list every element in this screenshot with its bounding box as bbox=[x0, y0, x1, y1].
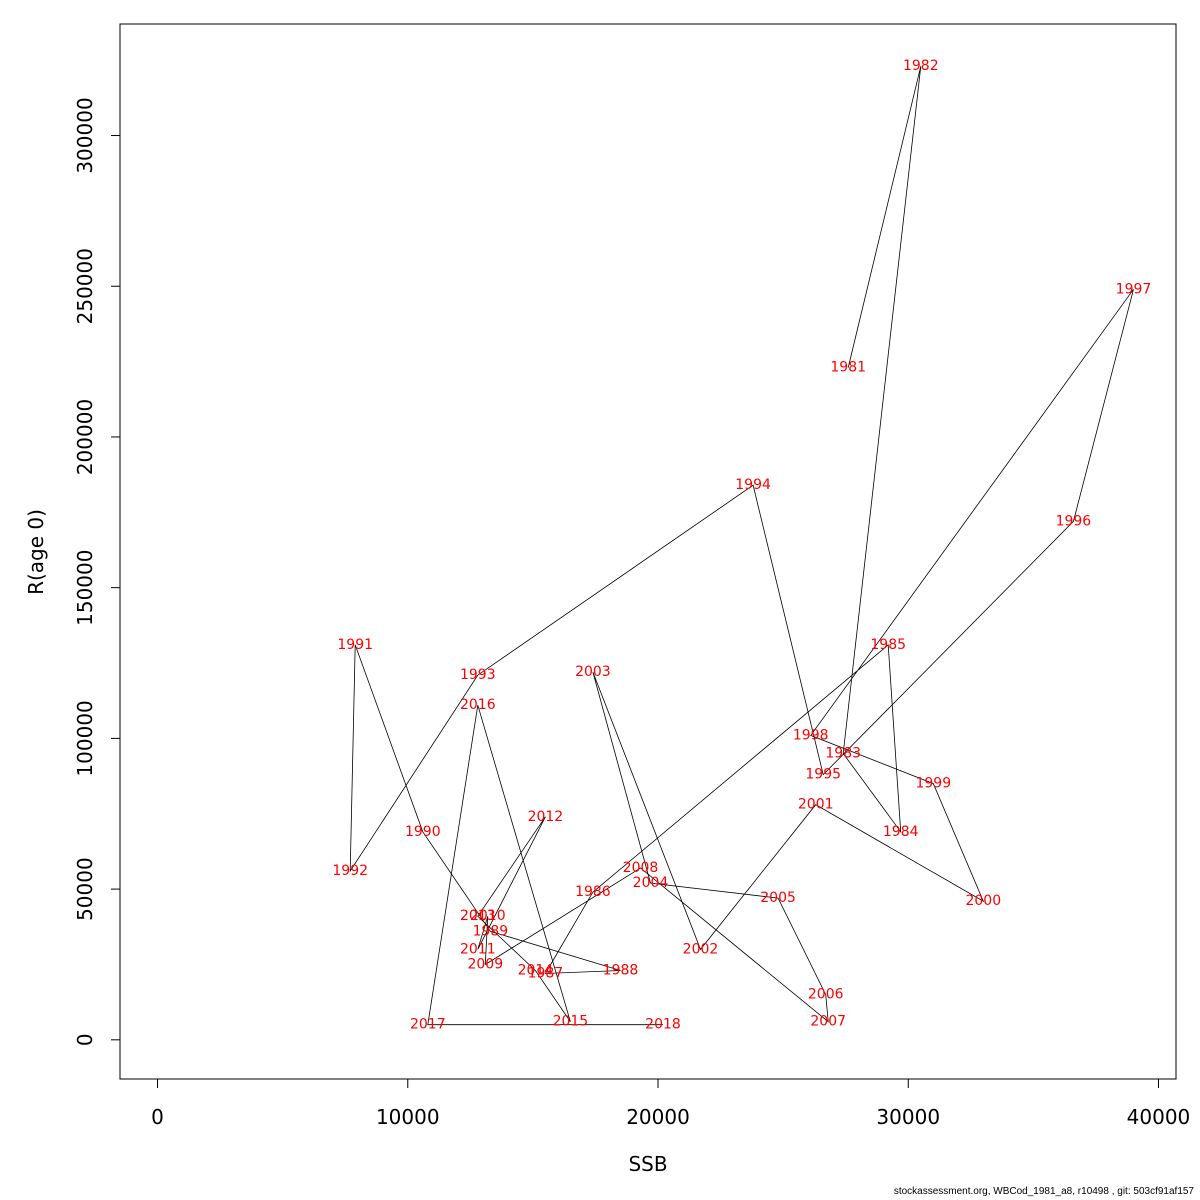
year-label-2015: 2015 bbox=[553, 1014, 589, 1030]
y-axis: 0 50000 100000 150000 200000 250000 300000 bbox=[73, 97, 121, 1046]
year-label-2009: 2009 bbox=[467, 957, 503, 973]
y-tick-label: 50000 bbox=[73, 857, 97, 921]
year-label-1993: 1993 bbox=[460, 667, 496, 683]
year-label-1996: 1996 bbox=[1056, 513, 1092, 529]
x-tick-label: 30000 bbox=[876, 1105, 940, 1129]
year-label-2003: 2003 bbox=[575, 664, 611, 680]
year-label-2016: 2016 bbox=[460, 697, 496, 713]
year-label-2000: 2000 bbox=[965, 893, 1001, 909]
year-label-2007: 2007 bbox=[810, 1014, 846, 1030]
y-tick-label: 300000 bbox=[73, 97, 97, 173]
year-label-1997: 1997 bbox=[1116, 281, 1152, 297]
year-label-1988: 1988 bbox=[603, 963, 639, 979]
year-label-1985: 1985 bbox=[870, 637, 906, 653]
year-label-2017: 2017 bbox=[410, 1017, 446, 1033]
x-axis-label: SSB bbox=[628, 1152, 667, 1176]
year-label-2005: 2005 bbox=[760, 890, 796, 906]
year-label-1982: 1982 bbox=[903, 58, 939, 74]
series-layer bbox=[349, 66, 1134, 1026]
year-label-2013: 2013 bbox=[460, 908, 496, 924]
year-label-1991: 1991 bbox=[337, 637, 373, 653]
year-label-2012: 2012 bbox=[528, 809, 564, 825]
year-label-2018: 2018 bbox=[645, 1017, 681, 1033]
year-label-1992: 1992 bbox=[332, 863, 368, 879]
year-label-2010: 2010 bbox=[470, 908, 506, 924]
year-labels-layer: 1981 1982 1983 1984 1985 1986 1987 1988 1989 1990… bbox=[332, 58, 1151, 1032]
x-tick-label: 40000 bbox=[1127, 1105, 1191, 1129]
y-axis-label: R(age 0) bbox=[24, 509, 48, 595]
y-tick-label: 100000 bbox=[73, 700, 97, 776]
year-label-1995: 1995 bbox=[805, 767, 841, 783]
x-tick-label: 0 bbox=[151, 1105, 164, 1129]
y-tick-label: 200000 bbox=[73, 399, 97, 475]
year-label-1986: 1986 bbox=[575, 884, 611, 900]
year-label-2001: 2001 bbox=[798, 797, 834, 813]
stock-recruitment-trajectory bbox=[349, 66, 1134, 1026]
x-axis: 0 10000 20000 30000 40000 bbox=[151, 1078, 1191, 1129]
year-label-2011: 2011 bbox=[460, 941, 496, 957]
year-label-2008: 2008 bbox=[623, 860, 659, 876]
year-label-1983: 1983 bbox=[825, 746, 861, 762]
year-label-2014: 2014 bbox=[518, 963, 554, 979]
year-label-2006: 2006 bbox=[808, 987, 844, 1003]
year-label-1999: 1999 bbox=[915, 776, 951, 792]
year-label-1994: 1994 bbox=[735, 477, 771, 493]
plot-frame bbox=[119, 23, 1177, 1080]
x-tick-label: 10000 bbox=[376, 1105, 440, 1129]
y-tick-label: 150000 bbox=[73, 550, 97, 626]
year-label-1990: 1990 bbox=[405, 824, 441, 840]
year-label-1987: 1987 bbox=[528, 966, 564, 982]
year-label-1989: 1989 bbox=[473, 923, 509, 939]
year-label-2004: 2004 bbox=[633, 875, 669, 891]
y-tick-label: 0 bbox=[73, 1033, 97, 1046]
year-label-1998: 1998 bbox=[793, 727, 829, 743]
year-label-1981: 1981 bbox=[830, 360, 866, 376]
footer-text: stockassessment.org, WBCod_1981_a8, r104… bbox=[893, 1186, 1194, 1197]
year-label-1984: 1984 bbox=[883, 824, 919, 840]
x-tick-label: 20000 bbox=[626, 1105, 690, 1129]
year-label-2002: 2002 bbox=[683, 941, 719, 957]
y-tick-label: 250000 bbox=[73, 248, 97, 324]
